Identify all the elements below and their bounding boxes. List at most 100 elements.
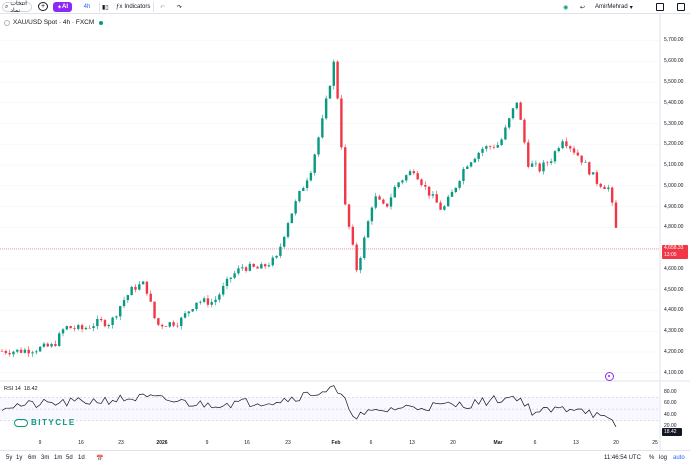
- candle-body: [31, 352, 34, 354]
- candle-body: [164, 326, 168, 327]
- price-axis-label: 4,200.00: [664, 349, 684, 355]
- symbol-search[interactable]: ⌕ انتخاب نماد: [2, 1, 32, 14]
- candle-body: [202, 298, 206, 302]
- candle-body: [610, 187, 614, 203]
- candle-body: [260, 264, 263, 269]
- visibility-button[interactable]: ◉: [563, 2, 568, 12]
- range-button-3m[interactable]: 3m: [41, 455, 50, 461]
- time-axis-label: 20: [450, 440, 456, 446]
- candle-body: [153, 301, 156, 319]
- layout-icon[interactable]: [656, 3, 664, 11]
- candle-body: [225, 278, 229, 287]
- candle-body: [317, 137, 320, 155]
- candle-body: [401, 180, 404, 183]
- candle-body: [405, 175, 408, 181]
- time-axis-label: 6: [533, 440, 537, 446]
- time-axis-label: Feb: [331, 440, 341, 446]
- log-toggle[interactable]: log: [659, 455, 668, 461]
- candle-body: [122, 300, 126, 307]
- candle-body: [443, 206, 446, 210]
- candle-body: [187, 311, 191, 314]
- price-axis-label: 4,900.00: [664, 203, 684, 210]
- date-range-icon[interactable]: 📅: [96, 456, 104, 462]
- candle-body: [466, 166, 469, 169]
- candle-body: [157, 318, 160, 325]
- candle-body: [172, 322, 175, 326]
- candle-body: [16, 349, 19, 352]
- rsi-legend-value: 18.42: [23, 386, 38, 392]
- toolbar-divider: [99, 2, 100, 12]
- candle-body: [397, 182, 400, 187]
- chevron-down-icon: ▾: [629, 4, 633, 11]
- candle-body: [481, 148, 484, 153]
- candle-body: [206, 298, 210, 305]
- price-axis-label: 5,600.00: [664, 58, 684, 65]
- percent-toggle[interactable]: %: [649, 455, 655, 461]
- candle-body: [290, 213, 294, 224]
- indicators-button[interactable]: ƒx Indicators: [116, 2, 150, 12]
- undo-button[interactable]: ↶: [160, 2, 165, 12]
- timeframe-button[interactable]: 4h: [82, 2, 92, 12]
- candle-body: [569, 146, 572, 149]
- add-symbol-button[interactable]: +: [38, 2, 48, 11]
- candle-body: [439, 202, 442, 210]
- candle-body: [99, 318, 103, 321]
- candle-body: [61, 329, 65, 334]
- chart-canvas[interactable]: [0, 14, 690, 450]
- redo-button[interactable]: ↷: [177, 2, 182, 12]
- range-button-1d[interactable]: 1d: [78, 455, 85, 461]
- candle-body: [69, 326, 72, 329]
- candle-body: [492, 146, 496, 148]
- time-axis-label: 2026: [156, 440, 168, 446]
- candle-body: [195, 302, 198, 310]
- candle-body: [542, 162, 545, 172]
- range-button-5y[interactable]: 5y: [6, 455, 13, 461]
- candle-body: [19, 349, 23, 353]
- range-button-1m[interactable]: 1m: [54, 455, 63, 461]
- candle-body: [115, 316, 118, 318]
- price-axis-label: 4,300.00: [664, 328, 684, 335]
- return-icon: ↩: [580, 4, 586, 11]
- candle-body: [534, 163, 538, 165]
- indicators-icon: ƒx: [116, 4, 123, 10]
- candle-body: [561, 141, 564, 149]
- candle-body: [515, 102, 519, 109]
- candle-body: [50, 343, 53, 347]
- time-axis-label: 9: [38, 440, 42, 446]
- time-axis-label: 6: [369, 440, 373, 446]
- candle-body: [595, 172, 599, 184]
- candle-body: [355, 244, 358, 271]
- candle-body: [54, 343, 57, 346]
- candle-body: [584, 162, 587, 163]
- utc-clock[interactable]: 11:46:54 UTC: [604, 455, 641, 461]
- range-button-6m[interactable]: 6m: [28, 455, 37, 461]
- bottom-toolbar: 5y 1y 6m 3m 1m 5d 1d 📅 11:46:54 UTC % log auto: [0, 450, 690, 464]
- candle-body: [92, 326, 95, 328]
- fullscreen-icon[interactable]: [677, 3, 685, 11]
- candle-body: [340, 98, 343, 148]
- range-button-5d[interactable]: 5d: [66, 455, 73, 461]
- ai-assistant-icon[interactable]: [605, 372, 614, 381]
- ai-button[interactable]: ✦ AI: [53, 2, 72, 12]
- indicators-label: Indicators: [124, 4, 151, 10]
- candle-body: [549, 161, 553, 163]
- candle-body: [214, 299, 217, 303]
- username-label: AmirMehrad: [595, 4, 628, 10]
- candle-body: [126, 295, 130, 301]
- candle-body: [477, 152, 480, 159]
- candle-body: [180, 317, 183, 327]
- auto-toggle[interactable]: auto: [673, 455, 685, 461]
- candle-body: [58, 333, 61, 346]
- candle-body: [553, 151, 557, 162]
- candle-body: [504, 127, 507, 140]
- undo-alt-button[interactable]: ↩: [580, 2, 585, 12]
- candle-body: [473, 158, 477, 163]
- user-menu[interactable]: AmirMehrad ▾: [595, 2, 633, 12]
- candle-body: [199, 301, 202, 303]
- price-axis-label: 4,600.00: [664, 265, 684, 272]
- range-button-1y[interactable]: 1y: [16, 455, 23, 461]
- watermark-text: BITYCLE: [31, 418, 76, 427]
- candle-body: [321, 118, 324, 138]
- candle-type-button[interactable]: ▮▯: [102, 2, 109, 12]
- candle-body: [256, 266, 259, 269]
